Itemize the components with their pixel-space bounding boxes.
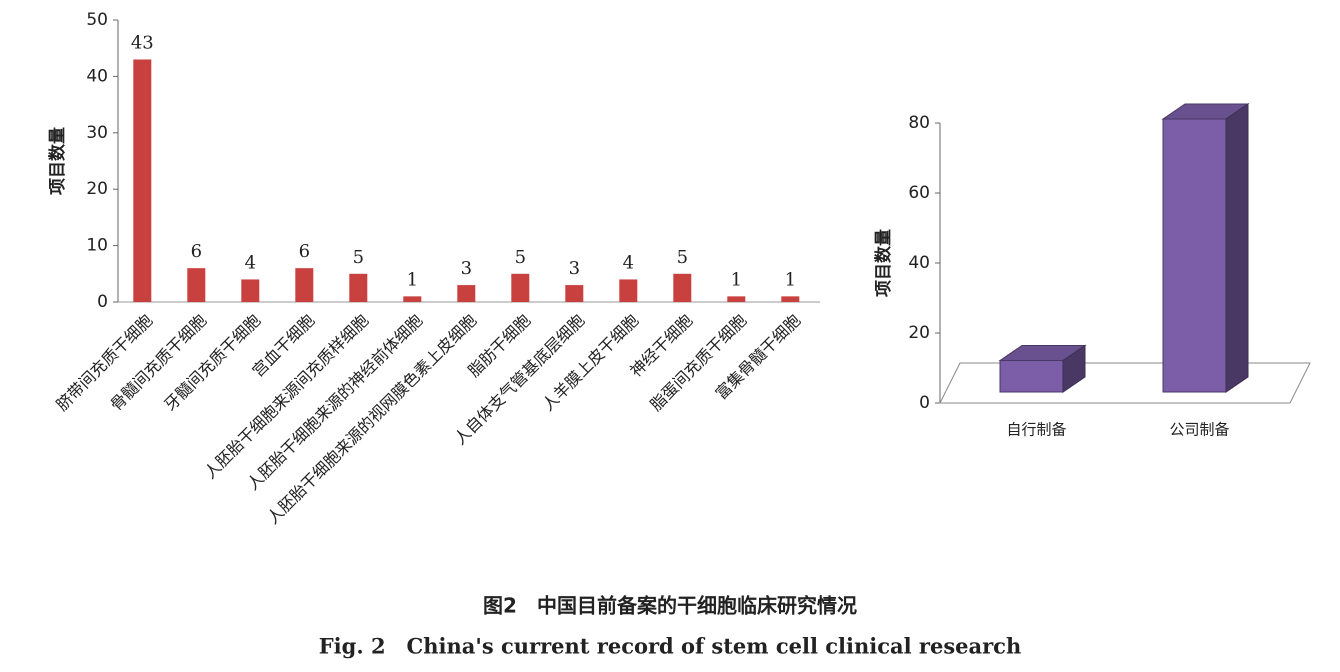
bar (781, 296, 800, 302)
bar (511, 273, 530, 302)
bar-side (1062, 344, 1086, 393)
bar (295, 268, 314, 302)
value-label: 4 (245, 252, 256, 273)
value-label: 1 (407, 269, 418, 290)
value-label: 5 (677, 247, 688, 268)
y-tick-label: 20 (86, 179, 108, 199)
value-label: 3 (461, 258, 472, 279)
bar (673, 273, 692, 302)
y-tick-label: 0 (919, 393, 930, 413)
caption-en: Fig. 2 China's current record of stem ce… (319, 634, 1022, 659)
x-tick-label: 骨髓间充质干细胞 (106, 311, 210, 415)
value-label: 43 (131, 32, 154, 53)
y-tick-label: 50 (86, 10, 108, 30)
value-label: 1 (785, 269, 796, 290)
y-tick-label: 60 (908, 183, 930, 203)
value-label: 6 (299, 241, 310, 262)
bar (187, 268, 206, 302)
bar (241, 279, 260, 302)
x-tick-label: 脂蛋间充质干细胞 (646, 311, 750, 415)
floor (939, 362, 1311, 404)
y-tick-label: 40 (86, 66, 108, 86)
bar (133, 59, 152, 303)
value-label: 5 (515, 247, 526, 268)
bar (457, 285, 476, 302)
bar (727, 296, 746, 302)
bar (619, 279, 638, 302)
y-axis-title: 项目数量 (873, 229, 894, 297)
y-tick-label: 40 (908, 253, 930, 273)
y-tick-label: 30 (86, 123, 108, 143)
x-tick-label: 自行制备 (1006, 421, 1066, 439)
caption-zh: 图2 中国目前备案的干细胞临床研究情况 (483, 594, 857, 618)
value-label: 6 (191, 241, 202, 262)
y-tick-label: 0 (97, 292, 108, 312)
x-tick-label: 人羊膜上皮干细胞 (538, 311, 642, 415)
bar (565, 285, 584, 302)
bar (349, 273, 368, 302)
y-tick-label: 10 (86, 236, 108, 256)
value-label: 4 (623, 252, 634, 273)
value-label: 3 (569, 258, 580, 279)
y-tick-label: 20 (908, 323, 930, 343)
x-tick-label: 公司制备 (1169, 421, 1229, 439)
bar-side (1225, 103, 1249, 393)
x-tick-label: 脐带间充质干细胞 (52, 311, 156, 415)
bar (1162, 118, 1227, 393)
y-tick-label: 80 (908, 113, 930, 133)
value-label: 1 (731, 269, 742, 290)
bar (999, 360, 1064, 393)
value-label: 5 (353, 247, 364, 268)
y-axis-title: 项目数量 (47, 127, 68, 195)
bar (403, 296, 422, 302)
x-tick-label: 牙髓间充质干细胞 (160, 311, 264, 415)
